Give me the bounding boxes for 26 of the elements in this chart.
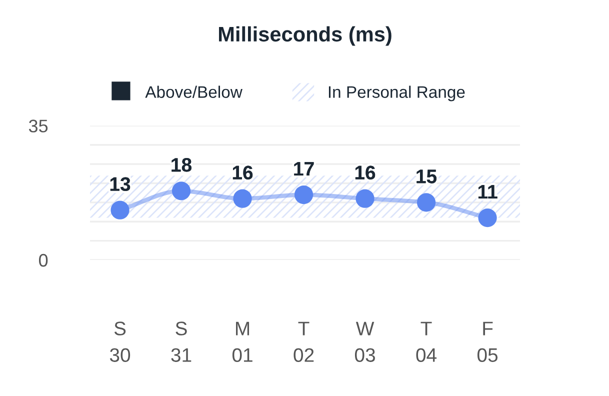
data-label: 13 [110, 177, 130, 192]
data-label: 17 [294, 162, 314, 176]
chart-title: Milliseconds (ms) [218, 26, 392, 46]
data-label: 18 [172, 158, 192, 172]
y-tick-label: 35 [28, 120, 48, 132]
data-label: 11 [478, 185, 498, 198]
y-tick-label: 0 [39, 254, 48, 267]
point [478, 208, 497, 228]
legend-label: Above/Below [145, 86, 242, 98]
point [233, 189, 252, 208]
point [110, 200, 130, 220]
point [356, 189, 374, 208]
x-tick-label: S 30 [110, 322, 130, 362]
data-label: 15 [416, 170, 437, 184]
point [294, 185, 314, 204]
point [416, 193, 436, 212]
x-tick-label: W 03 [354, 322, 375, 362]
x-tick-label: T 02 [294, 322, 314, 362]
legend-label: In Personal Range [328, 86, 465, 102]
point [172, 182, 191, 200]
data-label: 16 [355, 166, 376, 180]
x-tick-label: M 01 [232, 322, 252, 362]
x-tick-label: S 31 [171, 322, 192, 362]
x-tick-label: T 04 [416, 322, 437, 362]
x-tick-label: F 05 [477, 322, 498, 362]
data-label: 16 [232, 166, 253, 180]
